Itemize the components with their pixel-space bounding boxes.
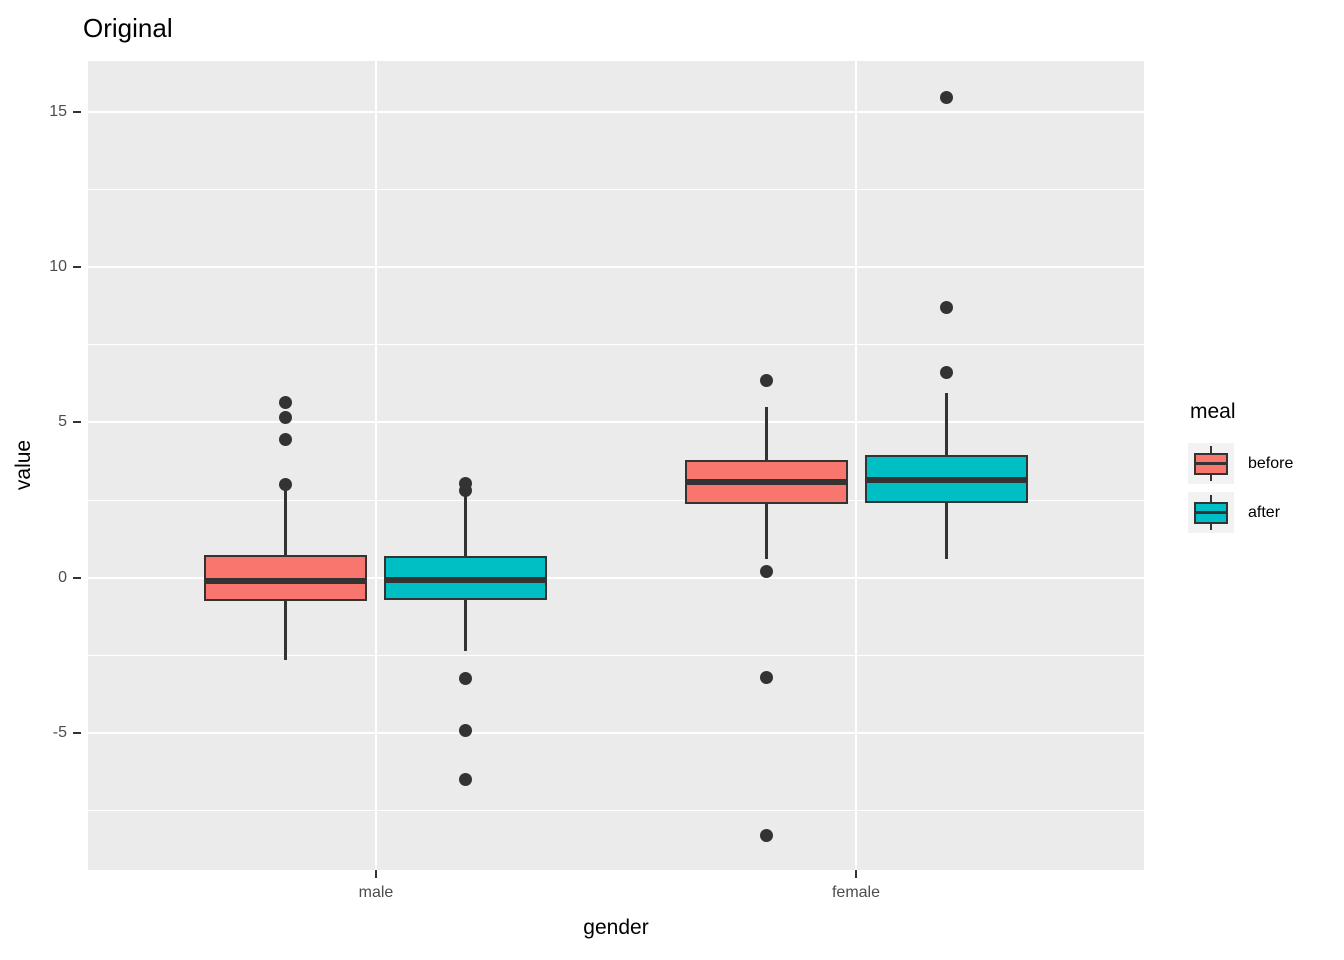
legend-key-median: [1194, 462, 1228, 465]
boxplot-upper-whisker: [944, 392, 948, 456]
legend-key-label: after: [1248, 503, 1281, 521]
outlier-point: [459, 773, 473, 787]
legend-key-label: before: [1248, 454, 1294, 472]
outlier-point: [459, 484, 473, 498]
x-tick-mark: [855, 870, 857, 878]
boxplot-box: [204, 554, 368, 601]
y-tick-mark: [73, 576, 81, 579]
y-tick-label: -5: [52, 724, 67, 742]
legend-title: meal: [1190, 400, 1236, 423]
boxplot-lower-whisker: [464, 599, 468, 651]
outlier-point: [279, 478, 293, 492]
legend-key-median: [1194, 511, 1228, 514]
outlier-point: [459, 723, 473, 737]
y-gridline-minor: [88, 344, 1144, 346]
y-tick-mark: [73, 266, 81, 269]
x-gridline-major: [855, 61, 857, 870]
outlier-point: [759, 829, 773, 843]
x-tick-mark: [374, 870, 377, 878]
boxplot-upper-whisker: [764, 406, 768, 461]
outlier-point: [279, 411, 293, 425]
legend-key: [1188, 492, 1234, 533]
boxplot-upper-whisker: [464, 494, 468, 557]
y-gridline-major: [88, 266, 1144, 269]
outlier-point: [939, 366, 953, 380]
boxplot-median: [384, 577, 548, 584]
outlier-point: [939, 91, 953, 105]
outlier-point: [939, 300, 953, 314]
y-tick-label: 10: [49, 258, 67, 276]
outlier-point: [759, 373, 773, 387]
plot-title: Original: [83, 13, 173, 43]
boxplot-median: [864, 477, 1028, 484]
y-tick-mark: [73, 732, 81, 735]
y-gridline-minor: [88, 188, 1144, 190]
y-gridline-major: [88, 732, 1144, 735]
x-gridline-major: [374, 61, 377, 870]
y-gridline-minor: [88, 655, 1144, 657]
plot-panel: [88, 61, 1144, 870]
outlier-point: [459, 672, 473, 686]
boxplot-median: [204, 577, 368, 584]
boxplot-lower-whisker: [944, 502, 948, 560]
outlier-point: [759, 670, 773, 684]
y-tick-label: 15: [49, 102, 67, 120]
y-tick-mark: [73, 421, 81, 424]
legend-entry: after: [1188, 492, 1293, 533]
legend-entry: before: [1188, 443, 1293, 484]
outlier-point: [279, 395, 293, 409]
y-gridline-minor: [88, 499, 1144, 501]
y-gridline-major: [88, 421, 1144, 424]
y-tick-label: 0: [58, 568, 67, 586]
y-gridline-major: [88, 576, 1144, 579]
x-tick-label: male: [358, 884, 394, 901]
y-gridline-major: [88, 110, 1144, 113]
boxplot-median: [684, 479, 848, 486]
y-axis-title: value: [12, 439, 35, 491]
boxplot-upper-whisker: [284, 489, 288, 555]
legend-entries: before after: [1188, 443, 1293, 541]
y-gridline-minor: [88, 810, 1144, 812]
x-tick-label: female: [831, 884, 881, 901]
y-tick-label: 5: [58, 413, 67, 431]
boxplot-lower-whisker: [764, 503, 768, 559]
outlier-point: [279, 433, 293, 447]
y-tick-mark: [73, 110, 81, 113]
boxplot-lower-whisker: [284, 600, 288, 661]
outlier-point: [759, 565, 773, 579]
x-axis-title: gender: [583, 916, 649, 939]
legend-key: [1188, 443, 1234, 484]
